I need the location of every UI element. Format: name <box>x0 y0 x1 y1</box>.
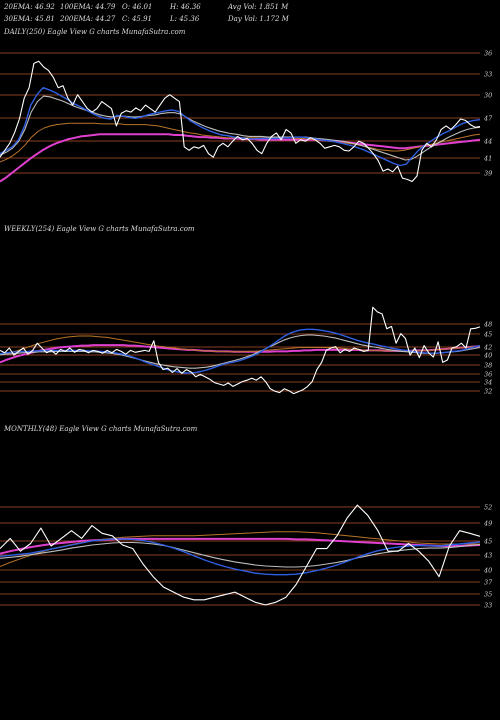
monthly-tick-label: 33 <box>484 602 492 610</box>
header-open: O: 46.01 <box>122 3 152 11</box>
daily-tick-label: 39 <box>484 170 492 178</box>
weekly-price-line <box>0 306 481 395</box>
daily-series <box>0 60 481 183</box>
weekly-ema20-line <box>0 328 481 374</box>
monthly-tick-label: 37 <box>484 579 493 587</box>
header-100ema: 100EMA: 44.79 <box>60 3 116 11</box>
daily-ema200-line <box>0 133 481 183</box>
daily-tick-label: 41 <box>483 155 492 163</box>
monthly-tick-label: 52 <box>484 504 492 512</box>
weekly-tick-label: 38 <box>484 362 492 370</box>
monthly-ema20-line <box>0 538 481 576</box>
monthly-tick-label: 49 <box>483 520 492 528</box>
weekly-tick-label: 34 <box>484 379 492 387</box>
weekly-tick-label: 42 <box>483 344 492 352</box>
daily-ema100-line <box>0 122 481 163</box>
weekly-tick-label: 32 <box>484 388 492 396</box>
weekly-levels <box>0 323 480 392</box>
weekly-tick-label: 36 <box>484 371 492 379</box>
daily-panel: DAILY(250) Eagle View G charts MunafaSut… <box>0 28 493 183</box>
weekly-tick-label: 48 <box>483 321 492 329</box>
daily-tick-label: 47 <box>483 115 493 123</box>
monthly-ema200-line <box>0 537 481 555</box>
monthly-price-line <box>0 504 481 606</box>
header-low: L: 45.36 <box>169 15 200 23</box>
daily-panel-label: DAILY(250) Eagle View G charts MunafaSut… <box>3 28 186 36</box>
weekly-ema30-line <box>0 334 481 369</box>
header-day-vol: Day Vol: 1.172 M <box>227 15 290 23</box>
weekly-series <box>0 306 481 395</box>
monthly-levels <box>0 506 480 606</box>
weekly-panel-label: WEEKLY(254) Eagle View G charts MunafaSu… <box>4 225 195 233</box>
monthly-ema100-line <box>0 531 480 567</box>
header-high: H: 46.36 <box>169 3 201 11</box>
header-30ema: 30EMA: 45.81 <box>4 15 55 23</box>
weekly-tick-label: 40 <box>483 352 492 360</box>
header: 20EMA: 46.92 100EMA: 44.79 O: 46.01 H: 4… <box>3 3 290 23</box>
header-200ema: 200EMA: 44.27 <box>59 15 116 23</box>
weekly-panel: WEEKLY(254) Eagle View G charts MunafaSu… <box>0 225 492 396</box>
weekly-tick-label: 45 <box>483 331 492 339</box>
monthly-panel-label: MONTHLY(48) Eagle View G charts MunafaSu… <box>3 425 198 433</box>
daily-price-line <box>0 60 481 183</box>
daily-tick-label: 44 <box>483 138 492 146</box>
header-avg-vol: Avg Vol: 1.851 M <box>227 3 289 11</box>
header-20ema: 20EMA: 46.92 <box>3 3 55 11</box>
daily-tick-labels: 36 33 30 47 44 41 39 <box>483 50 493 178</box>
header-close: C: 45.91 <box>122 15 152 23</box>
daily-tick-label: 30 <box>484 92 492 100</box>
daily-levels <box>0 52 480 174</box>
daily-tick-label: 33 <box>484 71 492 79</box>
monthly-tick-label: 45 <box>483 538 492 546</box>
monthly-series <box>0 504 481 606</box>
daily-ema30-line <box>0 95 481 161</box>
daily-ema20-line <box>0 86 481 167</box>
monthly-tick-labels: 52 49 45 43 40 37 35 33 <box>483 504 493 610</box>
monthly-tick-label: 35 <box>484 591 492 599</box>
daily-tick-label: 36 <box>484 50 492 58</box>
monthly-tick-label: 40 <box>483 567 492 575</box>
monthly-panel: MONTHLY(48) Eagle View G charts MunafaSu… <box>0 425 493 610</box>
monthly-tick-label: 43 <box>483 552 492 560</box>
